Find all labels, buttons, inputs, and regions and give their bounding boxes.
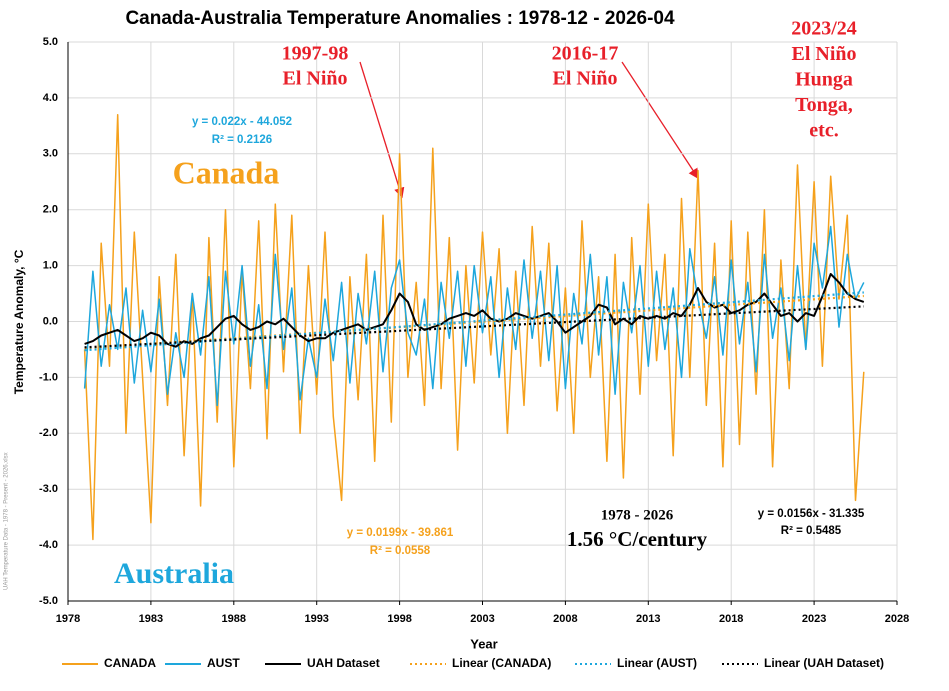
y-tick-label: -3.0 bbox=[39, 483, 58, 495]
spacer bbox=[362, 62, 402, 65]
legend-label: Linear (CANADA) bbox=[452, 656, 551, 670]
x-tick-label: 1998 bbox=[387, 613, 411, 625]
arrow bbox=[621, 61, 699, 180]
annotation: Tonga, bbox=[795, 94, 853, 116]
annotation: El Niño bbox=[552, 68, 617, 90]
x-tick-label: 1978 bbox=[56, 613, 80, 625]
annotation: Hunga bbox=[795, 69, 853, 91]
y-tick-label: 4.0 bbox=[43, 92, 58, 104]
annotation: El Niño bbox=[791, 43, 856, 65]
x-tick-label: 1983 bbox=[139, 613, 163, 625]
x-tick-label: 1988 bbox=[222, 613, 246, 625]
series-line bbox=[83, 225, 865, 407]
y-tick-label: 1.0 bbox=[43, 260, 58, 272]
trend-line bbox=[84, 305, 864, 349]
legend-label: UAH Dataset bbox=[307, 656, 380, 670]
trend-equation: y = 0.0199x - 39.861 bbox=[347, 527, 454, 539]
side-note: UAH Temperature Data - 1978 - Present - … bbox=[4, 452, 10, 590]
annotation: El Niño bbox=[282, 68, 347, 90]
trend-r2: R² = 0.0558 bbox=[370, 545, 431, 557]
trend-r2: R² = 0.5485 bbox=[781, 525, 842, 537]
x-tick-label: 2028 bbox=[885, 613, 909, 625]
x-axis-label: Year bbox=[470, 636, 497, 651]
x-tick-label: 2023 bbox=[802, 613, 826, 625]
y-axis-label: Temperature Anomaly, °C bbox=[12, 249, 26, 394]
x-tick-label: 2008 bbox=[553, 613, 577, 625]
legend-label: CANADA bbox=[104, 656, 156, 670]
chart-title: Canada-Australia Temperature Anomalies :… bbox=[125, 8, 675, 29]
legend-label: Linear (AUST) bbox=[617, 656, 697, 670]
y-tick-label: -1.0 bbox=[39, 371, 58, 383]
legend-label: AUST bbox=[207, 656, 240, 670]
annotation: Australia bbox=[114, 557, 234, 590]
x-tick-label: 1993 bbox=[304, 613, 328, 625]
y-tick-label: -2.0 bbox=[39, 427, 58, 439]
x-tick-label: 2003 bbox=[470, 613, 494, 625]
annotation: etc. bbox=[809, 120, 838, 142]
x-tick-label: 2013 bbox=[636, 613, 660, 625]
annotation: 2023/24 bbox=[791, 18, 857, 40]
annotation: 1.56 °C/century bbox=[567, 527, 708, 551]
y-tick-label: 0.0 bbox=[43, 315, 58, 327]
arrow bbox=[359, 61, 405, 199]
y-tick-label: -5.0 bbox=[39, 595, 58, 607]
trend-r2: R² = 0.2126 bbox=[212, 134, 272, 146]
y-tick-label: 3.0 bbox=[43, 148, 58, 160]
annotation: 2016-17 bbox=[552, 43, 619, 65]
trend-equation: y = 0.0156x - 31.335 bbox=[758, 508, 865, 520]
annotation: 1978 - 2026 bbox=[601, 507, 674, 523]
annotation: Canada bbox=[173, 154, 280, 190]
x-tick-label: 2018 bbox=[719, 613, 743, 625]
y-tick-label: 2.0 bbox=[43, 204, 58, 216]
trend-equation: y = 0.022x - 44.052 bbox=[192, 116, 292, 128]
y-tick-label: -4.0 bbox=[39, 539, 58, 551]
y-tick-label: 5.0 bbox=[43, 36, 58, 48]
annotation: 1997-98 bbox=[282, 43, 349, 65]
legend-label: Linear (UAH Dataset) bbox=[764, 656, 884, 670]
